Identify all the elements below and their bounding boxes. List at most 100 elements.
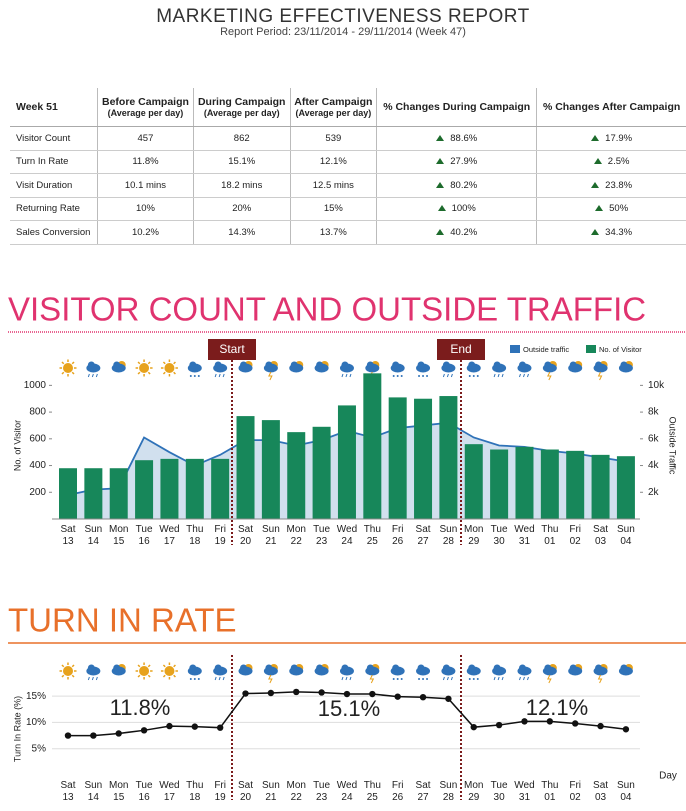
weather-icon bbox=[544, 664, 552, 672]
x-tick-label: Wed 17 bbox=[159, 780, 179, 803]
weather-icon bbox=[569, 664, 577, 672]
weather-icon bbox=[189, 361, 197, 369]
weather-icon bbox=[400, 678, 403, 680]
point bbox=[115, 730, 122, 737]
report-title: MARKETING EFFECTIVENESS REPORT bbox=[156, 6, 530, 27]
weather-icon bbox=[61, 361, 65, 365]
weather-icon bbox=[450, 676, 453, 681]
bar bbox=[363, 373, 382, 519]
point bbox=[318, 689, 325, 696]
table-cell: 13.7% bbox=[289, 220, 377, 245]
bar bbox=[439, 396, 458, 519]
weather-icon bbox=[547, 371, 552, 381]
x-axis-label: Day bbox=[659, 771, 677, 782]
weather-icon bbox=[341, 373, 344, 378]
x-tick-label: Thu 18 bbox=[186, 780, 203, 803]
weather-icon bbox=[345, 676, 348, 681]
weather-icon bbox=[95, 373, 98, 378]
y2-axis-label: Outside Traffic bbox=[668, 417, 678, 475]
column-header: Week 51 bbox=[10, 88, 98, 127]
weather-icon bbox=[595, 361, 603, 369]
period-average: 12.1% bbox=[526, 695, 588, 720]
bar bbox=[135, 460, 154, 519]
weather-icon bbox=[417, 664, 425, 672]
weather-icon bbox=[597, 371, 603, 381]
weather-icon bbox=[426, 375, 429, 377]
weather-icon bbox=[162, 361, 166, 365]
y-tick-label: 600 bbox=[29, 433, 46, 444]
weather-icon bbox=[518, 664, 526, 672]
weather-icon bbox=[91, 676, 94, 681]
table-cell: 457 bbox=[96, 126, 194, 151]
weather-icon bbox=[147, 664, 151, 668]
weather-icon bbox=[316, 664, 324, 672]
point bbox=[166, 722, 173, 730]
y2-tick-label: 2k bbox=[648, 487, 660, 498]
weather-icon bbox=[527, 373, 529, 378]
column-title: % Changes After Campaign bbox=[542, 101, 681, 113]
x-tick-label: Sun 04 bbox=[617, 524, 635, 547]
weather-icon bbox=[164, 666, 175, 676]
weather-icon bbox=[173, 674, 176, 678]
y-axis-label: No. of Visitor bbox=[12, 420, 22, 471]
weather-icon bbox=[620, 361, 628, 369]
bar bbox=[185, 458, 204, 519]
x-tick-label: Sun 14 bbox=[84, 780, 102, 803]
column-subtitle: (Average per day) bbox=[203, 108, 280, 118]
weather-icon bbox=[366, 664, 374, 672]
x-tick-label: Fri 19 bbox=[214, 780, 226, 803]
x-tick-label: Tue 30 bbox=[491, 524, 508, 547]
weather-icon bbox=[501, 373, 504, 378]
period-label: End bbox=[450, 342, 471, 356]
bar bbox=[261, 420, 280, 519]
x-tick-label: Wed 31 bbox=[514, 780, 534, 803]
weather-icon bbox=[214, 373, 217, 378]
x-tick-label: Wed 24 bbox=[337, 524, 357, 547]
table-row: Returning Rate 10% 20% 15% 100% 50% bbox=[10, 197, 686, 221]
period-box bbox=[437, 339, 485, 360]
weather-icon bbox=[113, 664, 121, 672]
weather-icon bbox=[290, 361, 298, 369]
weather-icon bbox=[472, 375, 475, 377]
weather-icon bbox=[418, 678, 421, 680]
column-header: After Campaign (Average per day) bbox=[289, 88, 377, 127]
weather-icon bbox=[63, 363, 73, 373]
period-box bbox=[208, 339, 256, 360]
weather-icon bbox=[193, 678, 196, 680]
table-cell: 10% bbox=[96, 197, 194, 221]
point bbox=[521, 718, 528, 725]
point bbox=[597, 722, 604, 730]
weather-icon bbox=[366, 361, 374, 369]
x-tick-label: Fri 19 bbox=[214, 524, 226, 547]
y-tick-label: 5% bbox=[32, 743, 47, 754]
weather-icon bbox=[71, 361, 75, 365]
column-subtitle: (Average per day) bbox=[107, 108, 184, 118]
weather-icon bbox=[392, 375, 395, 377]
weather-icon bbox=[523, 676, 525, 681]
column-title: After Campaign bbox=[294, 96, 373, 108]
weather-icon bbox=[518, 361, 526, 369]
weather-icon bbox=[61, 371, 65, 375]
weather-icon bbox=[400, 375, 403, 377]
table-cell: 12.5 mins bbox=[289, 173, 377, 198]
y2-tick-label: 8k bbox=[648, 407, 660, 418]
point bbox=[622, 726, 630, 733]
weather-icon bbox=[442, 361, 450, 369]
point bbox=[140, 727, 148, 734]
table-cell: 862 bbox=[192, 126, 291, 151]
bar bbox=[414, 398, 433, 519]
x-tick-label: Thu 25 bbox=[364, 780, 381, 803]
y-tick-label: 10% bbox=[26, 717, 46, 728]
weather-icon bbox=[341, 664, 349, 672]
weather-icon bbox=[493, 664, 501, 672]
weather-icon bbox=[426, 678, 429, 680]
weather-icon bbox=[147, 361, 151, 365]
x-tick-label: Sat 03 bbox=[593, 524, 608, 547]
table-cell: 18.2 mins bbox=[192, 173, 291, 198]
legend-swatch bbox=[586, 345, 596, 353]
weather-icon bbox=[147, 371, 151, 375]
weather-icon bbox=[137, 674, 141, 678]
table-row: Visit Duration 10.1 mins 18.2 mins 12.5 min… bbox=[10, 173, 686, 198]
weather-icon bbox=[349, 373, 352, 378]
x-tick-label: Mon 15 bbox=[109, 780, 128, 803]
